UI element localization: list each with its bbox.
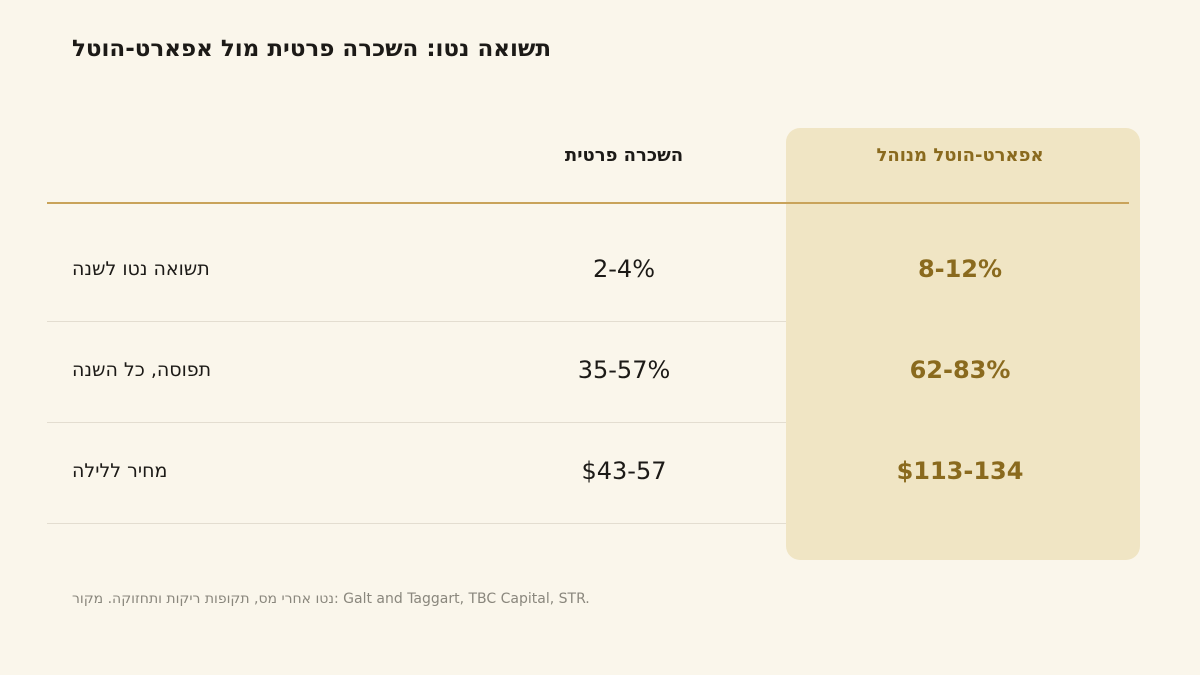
- row-label-annual-net-yield: תשואה נטו לשנה: [72, 258, 210, 280]
- cell-nightly-rate-private: $43-57: [581, 457, 667, 485]
- premium-column-highlight: [786, 128, 1140, 560]
- source-footnote: נטו אחרי מס, תקופות ריקות ותחזוקה. מקור:…: [72, 591, 590, 607]
- row-divider: [47, 422, 786, 423]
- cell-annual-net-yield-private: 2-4%: [592, 255, 656, 283]
- row-divider: [47, 321, 786, 322]
- page-title: תשואה נטו: השכרה פרטית מול אפארט-הוטל: [72, 36, 552, 62]
- cell-nightly-rate-managed: $113-134: [896, 457, 1024, 485]
- column-header-private-rental: השכרה פרטית: [564, 145, 684, 166]
- cell-occupancy-private: 35-57%: [577, 356, 671, 384]
- cell-annual-net-yield-managed: 8-12%: [917, 255, 1003, 283]
- row-label-occupancy: תפוסה, כל השנה: [72, 359, 212, 381]
- column-header-managed-aparthotel: אפארט-הוטל מנוהל: [876, 145, 1044, 166]
- header-divider: [47, 202, 1129, 204]
- row-divider: [47, 523, 786, 524]
- cell-occupancy-managed: 62-83%: [909, 356, 1011, 384]
- row-label-nightly-rate: מחיר ללילה: [72, 460, 168, 482]
